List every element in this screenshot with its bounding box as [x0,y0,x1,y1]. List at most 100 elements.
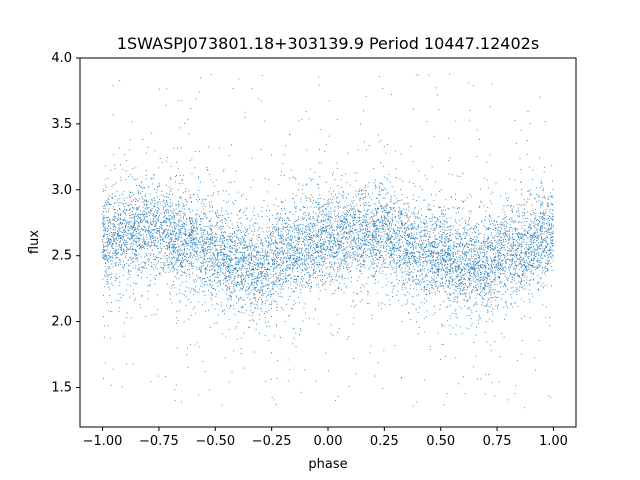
data-point [127,226,129,228]
data-point [552,215,554,217]
data-point [368,201,369,203]
data-point [209,269,211,271]
data-point [177,243,178,245]
data-point [154,188,155,190]
data-point [512,245,514,247]
data-point [492,253,494,255]
data-point [302,254,304,256]
data-point [497,231,499,233]
data-point [197,200,199,202]
data-point [185,190,187,192]
data-point [536,268,538,269]
data-point [421,273,423,275]
data-point [291,247,293,248]
data-point [502,219,504,221]
data-point [118,310,120,312]
data-point [189,240,191,242]
data-point [383,220,385,222]
data-point [355,190,357,192]
data-point [120,179,122,181]
data-point [385,218,387,220]
data-point [213,254,215,256]
data-point [168,257,170,259]
data-point [524,208,526,210]
data-point [399,265,400,267]
data-point [328,251,330,253]
data-point [185,272,187,274]
data-point [328,233,330,235]
data-point [111,236,113,238]
data-point [268,230,270,232]
data-point [171,258,173,260]
data-point [473,281,475,283]
data-point [314,236,316,238]
data-point [490,271,491,273]
data-point [260,289,262,291]
data-point [463,253,465,255]
data-point [538,265,540,267]
data-point [244,252,245,254]
data-point [465,284,467,286]
data-point [380,182,382,184]
data-point [235,199,236,201]
data-point [424,226,426,228]
data-point [318,298,320,300]
data-point [379,225,381,227]
data-point [235,268,237,270]
data-point [300,289,302,290]
data-point [440,230,441,232]
data-point [378,134,379,136]
data-point [497,261,499,262]
data-point [483,286,485,288]
data-point [494,227,496,229]
data-point [529,301,531,303]
data-point [155,244,157,246]
data-point [156,245,157,247]
data-point [388,239,389,240]
data-point [289,239,291,241]
data-point [202,245,204,247]
data-point [512,258,514,260]
data-point [183,321,185,323]
data-point [485,304,487,306]
data-point [337,232,338,234]
data-point [220,228,222,230]
data-point [456,245,458,247]
data-point [223,239,225,241]
data-point [131,243,133,244]
data-point [435,181,437,183]
data-point [181,257,183,259]
data-point [445,239,447,241]
data-point [237,248,239,250]
data-point [196,233,198,235]
data-point [288,274,290,276]
data-point [300,248,302,250]
data-point [201,200,203,202]
data-point [438,225,440,227]
data-point [476,263,478,265]
data-point [419,240,421,242]
data-point [133,214,135,215]
data-point [220,271,222,273]
data-point [293,262,295,264]
data-point [403,282,405,284]
data-point [121,244,123,246]
data-point [523,258,524,260]
data-point [412,247,414,249]
data-point [309,279,311,281]
data-point [484,226,486,228]
data-point [478,240,480,242]
data-point [324,238,326,240]
data-point [124,244,126,246]
data-point [105,200,107,202]
data-point [417,266,419,268]
data-point [475,269,477,271]
data-point [232,248,234,250]
data-point [371,315,373,317]
data-point [444,252,446,254]
data-point [184,252,186,254]
data-point [393,230,395,231]
data-point [253,351,255,353]
data-point [157,247,159,249]
data-point [114,252,116,254]
